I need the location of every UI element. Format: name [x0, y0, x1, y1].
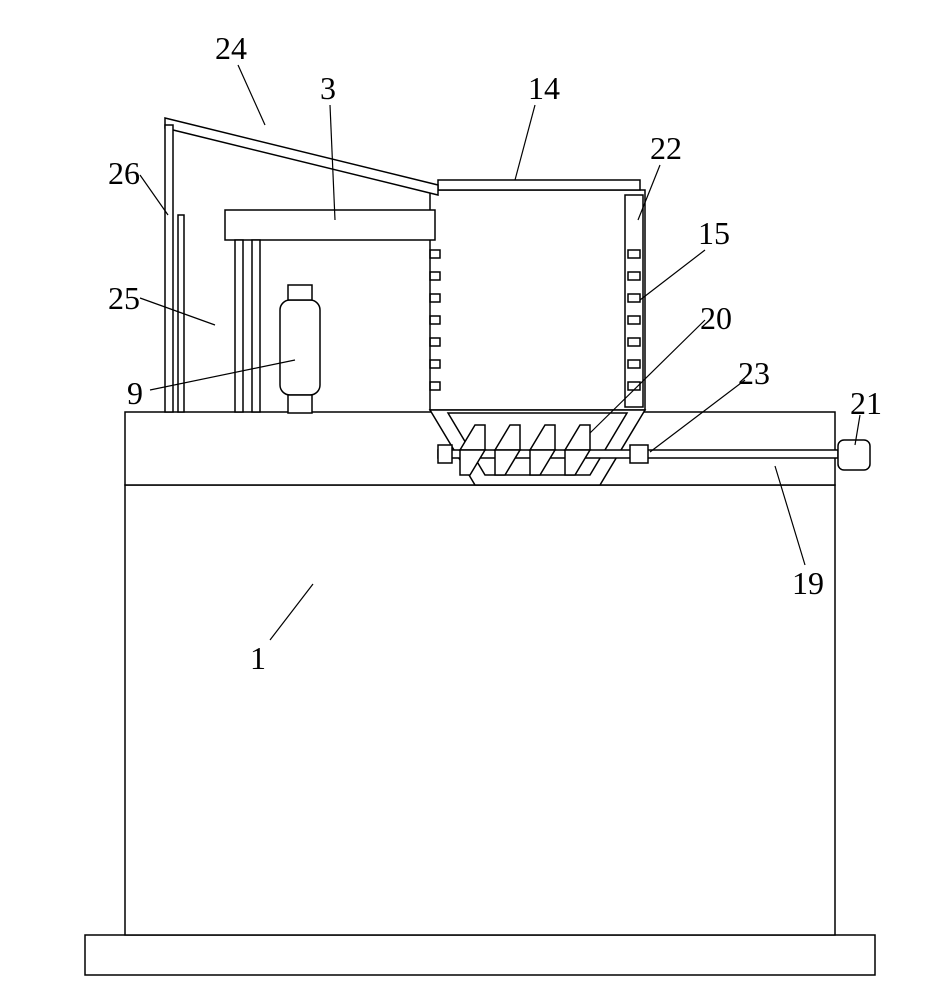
callout-label-21: 21: [850, 385, 882, 422]
callout-label-25: 25: [108, 280, 140, 317]
callout-label-1: 1: [250, 640, 266, 677]
callout-label-24: 24: [215, 30, 247, 67]
callout-label-3: 3: [320, 70, 336, 107]
technical-diagram: [0, 0, 927, 1000]
callout-label-14: 14: [528, 70, 560, 107]
callout-label-20: 20: [700, 300, 732, 337]
callout-label-9: 9: [127, 375, 143, 412]
callout-label-15: 15: [698, 215, 730, 252]
callout-label-22: 22: [650, 130, 682, 167]
callout-label-23: 23: [738, 355, 770, 392]
callout-label-19: 19: [792, 565, 824, 602]
callout-label-26: 26: [108, 155, 140, 192]
